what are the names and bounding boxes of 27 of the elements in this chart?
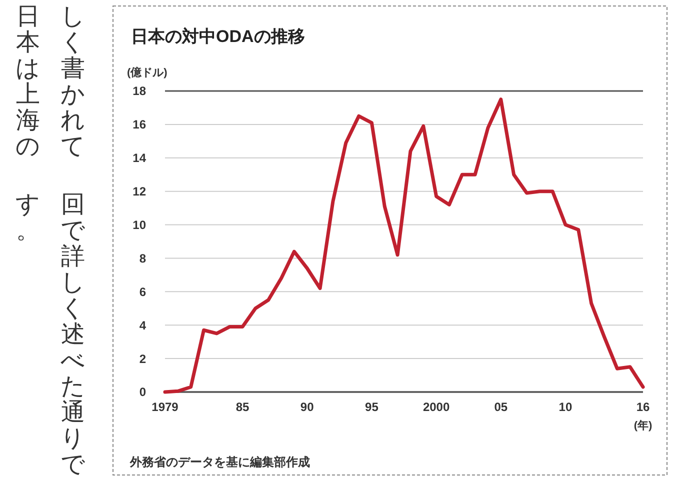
y-tick-label: 2 bbox=[139, 352, 146, 366]
x-tick-label: 85 bbox=[236, 400, 250, 414]
x-tick-label: 95 bbox=[365, 400, 379, 414]
y-tick-label: 4 bbox=[139, 318, 146, 332]
text: 日本は上海の bbox=[16, 3, 40, 160]
line-series bbox=[163, 98, 645, 394]
y-tick-label: 0 bbox=[139, 385, 146, 400]
text: 外務省のデータを基に編集部作成 bbox=[129, 455, 310, 469]
x-tick-label: 05 bbox=[494, 400, 508, 414]
y-axis-title: (億ドル) bbox=[127, 66, 168, 79]
y-tick-label: 6 bbox=[139, 284, 146, 299]
y-tick-label: 14 bbox=[132, 151, 146, 166]
x-tick-label: 90 bbox=[300, 400, 314, 414]
chart-title: 日本の対中ODAの推移 bbox=[131, 27, 305, 46]
x-tick-label: 2000 bbox=[422, 400, 450, 414]
y-tick-label: 18 bbox=[132, 84, 146, 98]
y-tick-label: 10 bbox=[132, 218, 146, 232]
x-tick-label: 1979 bbox=[152, 400, 179, 414]
text: しく書かれて bbox=[60, 3, 86, 160]
y-tick-label: 12 bbox=[132, 184, 146, 199]
x-tick-label: 16 bbox=[636, 400, 650, 414]
y-tick-label: 16 bbox=[132, 118, 146, 132]
x-axis-title: (年) bbox=[634, 419, 652, 432]
y-tick-label: 8 bbox=[139, 251, 146, 266]
x-tick-label: 10 bbox=[558, 400, 572, 414]
text: す。 bbox=[16, 191, 40, 244]
text: 回で詳しく述べた通りで bbox=[60, 191, 86, 478]
